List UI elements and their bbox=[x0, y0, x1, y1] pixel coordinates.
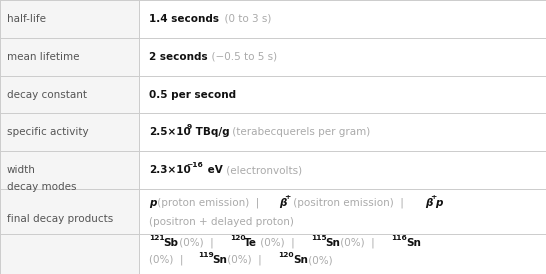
Bar bbox=[0, 234, 139, 274]
Text: eV: eV bbox=[204, 165, 223, 175]
Text: final decay products: final decay products bbox=[7, 213, 113, 224]
Text: (0%)  |: (0%) | bbox=[337, 238, 382, 248]
Text: p: p bbox=[435, 198, 442, 208]
Text: β: β bbox=[425, 198, 432, 208]
Text: (0%)  |: (0%) | bbox=[257, 238, 301, 248]
Text: Te: Te bbox=[244, 238, 257, 248]
Text: (positron + delayed proton): (positron + delayed proton) bbox=[149, 217, 294, 227]
Text: specific activity: specific activity bbox=[7, 127, 88, 137]
Text: (electronvolts): (electronvolts) bbox=[223, 165, 302, 175]
Text: (0%)  |: (0%) | bbox=[149, 255, 190, 265]
Text: (0%)  |: (0%) | bbox=[176, 238, 220, 248]
Bar bbox=[139, 113, 546, 151]
Text: −16: −16 bbox=[187, 162, 203, 168]
Text: Sn: Sn bbox=[212, 255, 227, 265]
Text: (−0.5 to 5 s): (−0.5 to 5 s) bbox=[205, 52, 277, 62]
Text: decay modes: decay modes bbox=[7, 182, 76, 192]
Text: 121: 121 bbox=[149, 235, 165, 241]
Text: 119: 119 bbox=[198, 252, 213, 258]
Text: +: + bbox=[431, 194, 437, 200]
Text: (0 to 3 s): (0 to 3 s) bbox=[218, 14, 271, 24]
Text: TBq/g: TBq/g bbox=[192, 127, 229, 137]
Text: mean lifetime: mean lifetime bbox=[7, 52, 79, 62]
Text: β: β bbox=[279, 198, 286, 208]
Text: 9: 9 bbox=[187, 124, 192, 130]
Text: 1.4 seconds: 1.4 seconds bbox=[149, 14, 219, 24]
Text: (terabecquerels per gram): (terabecquerels per gram) bbox=[229, 127, 370, 137]
Text: Sb: Sb bbox=[163, 238, 178, 248]
Text: Sn: Sn bbox=[325, 238, 340, 248]
Text: 0.5 per second: 0.5 per second bbox=[149, 90, 236, 99]
Text: Sn: Sn bbox=[293, 255, 308, 265]
Bar bbox=[0, 151, 139, 189]
Bar bbox=[0, 76, 139, 113]
Text: 120: 120 bbox=[278, 252, 294, 258]
Text: 115: 115 bbox=[311, 235, 327, 241]
Text: 120: 120 bbox=[230, 235, 246, 241]
Bar bbox=[139, 234, 546, 274]
Text: (proton emission)  |: (proton emission) | bbox=[155, 197, 266, 208]
Bar bbox=[139, 189, 546, 234]
Text: half-life: half-life bbox=[7, 14, 45, 24]
Text: Sn: Sn bbox=[406, 238, 420, 248]
Bar bbox=[0, 38, 139, 76]
Text: (positron emission)  |: (positron emission) | bbox=[289, 197, 410, 208]
Bar bbox=[0, 113, 139, 151]
Bar bbox=[0, 189, 139, 234]
Text: (0%)  |: (0%) | bbox=[224, 255, 269, 265]
Text: width: width bbox=[7, 165, 35, 175]
Text: 2.5×10: 2.5×10 bbox=[149, 127, 191, 137]
Text: +: + bbox=[284, 194, 291, 200]
Text: (0%): (0%) bbox=[305, 255, 333, 265]
Bar bbox=[139, 76, 546, 113]
Text: 2.3×10: 2.3×10 bbox=[149, 165, 191, 175]
Bar bbox=[139, 38, 546, 76]
Text: p: p bbox=[149, 198, 157, 208]
Text: 116: 116 bbox=[391, 235, 407, 241]
Bar bbox=[0, 0, 139, 38]
Text: 2 seconds: 2 seconds bbox=[149, 52, 207, 62]
Bar bbox=[139, 151, 546, 189]
Bar bbox=[139, 0, 546, 38]
Text: decay constant: decay constant bbox=[7, 90, 87, 99]
